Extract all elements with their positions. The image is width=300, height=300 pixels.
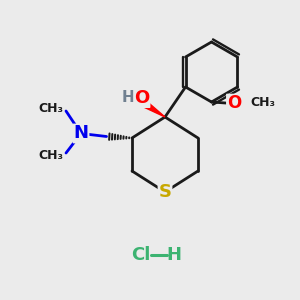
Text: CH₃: CH₃ [39, 102, 64, 115]
Polygon shape [137, 97, 165, 117]
Text: H: H [122, 90, 134, 105]
Text: CH₃: CH₃ [250, 96, 275, 110]
Text: H: H [167, 246, 182, 264]
Text: Cl: Cl [131, 246, 151, 264]
Text: O: O [134, 89, 149, 107]
Text: S: S [158, 183, 172, 201]
Text: N: N [74, 124, 88, 142]
Text: CH₃: CH₃ [39, 149, 64, 162]
Text: O: O [227, 94, 241, 112]
